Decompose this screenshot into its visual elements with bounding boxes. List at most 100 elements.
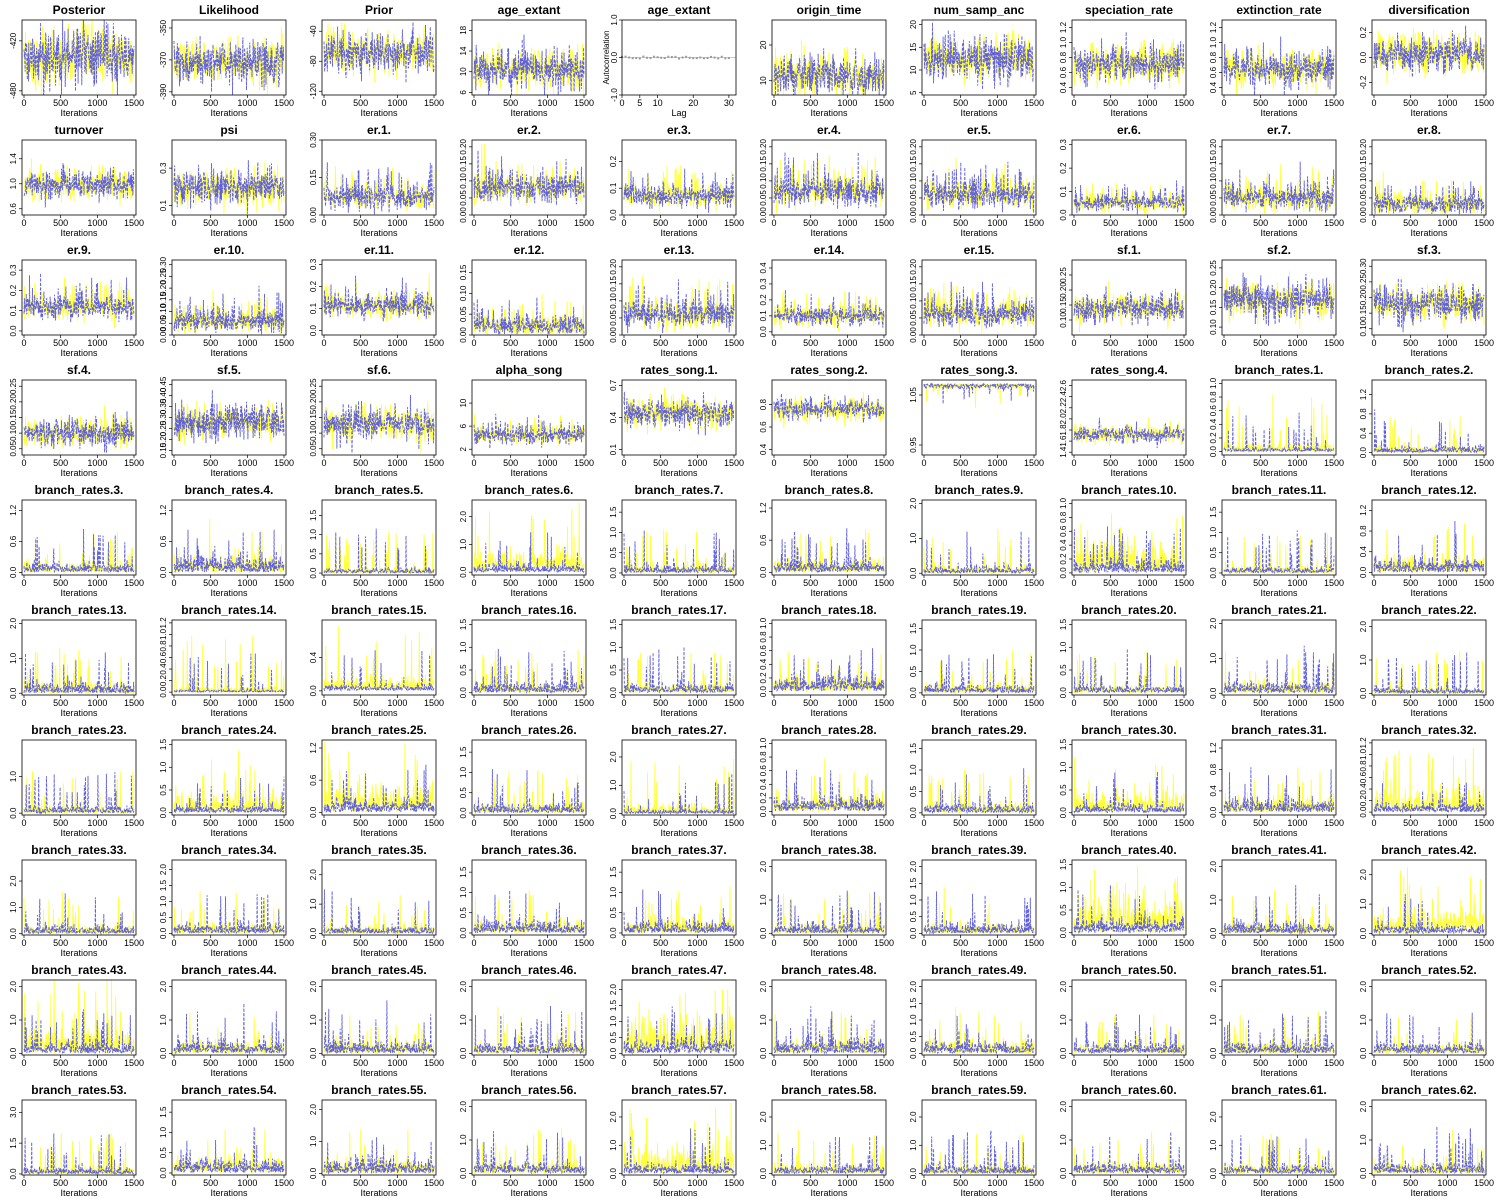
x-tick-label: 500 (503, 98, 518, 108)
y-tick-label: 0.0 (459, 687, 468, 699)
y-tick-label: 1.5 (159, 879, 168, 891)
chain-2-trace (623, 1006, 735, 1055)
y-tick-label: 2.0 (459, 511, 468, 523)
y-tick-label: 0.6 (1209, 405, 1218, 417)
trace-panel: er.5.0 500 1000 1500Iterations0.000.050.100… (909, 123, 1044, 238)
y-tick-label: 20 (909, 20, 918, 29)
x-tick-label: 0 (321, 218, 326, 228)
chain-1-trace (473, 294, 585, 335)
x-axis-label: Iterations (960, 708, 998, 718)
x-tick-label: 1000 (87, 1058, 107, 1068)
x-axis-label: Iterations (1410, 708, 1448, 718)
trace-panel: rates_song.3. 0 500 1000 1500 Iterations 0.95 1… (909, 363, 1044, 478)
panel-title: branch_rates.1. (1235, 363, 1324, 377)
x-tick-label: 0 (171, 338, 176, 348)
x-tick-label: 0 (619, 98, 624, 108)
plot-frame (921, 979, 1037, 1056)
y-tick-label: 0.15 (1359, 156, 1368, 172)
x-tick-label: 0 (471, 458, 476, 468)
y-tick-label: 0.6 (1359, 771, 1368, 783)
y-tick-label: 1.0 (1359, 1014, 1368, 1026)
y-tick-label: 1.2 (1209, 21, 1218, 33)
x-tick-label: 500 (203, 578, 218, 588)
trace-panel: branch_rates.10. 0 500 1000 1500 Iterations 0.… (1059, 483, 1194, 598)
y-tick-label: 0.0 (1359, 806, 1368, 818)
panel-title: rates_song.1. (640, 363, 717, 377)
plot-frame (1071, 1099, 1187, 1176)
y-tick-label: 0.15 (759, 156, 768, 172)
x-tick-label: 1000 (1137, 818, 1157, 828)
x-tick-label: 1500 (424, 338, 444, 348)
x-tick-label: 1500 (424, 818, 444, 828)
y-tick-label: 0.00 (909, 327, 918, 343)
x-tick-label: 500 (803, 698, 818, 708)
y-tick-label: -80 (309, 55, 318, 67)
trace-panel: er.14. 0 500 1000 1500 Iterations 0.0 0.1 0.2 0.3… (759, 243, 894, 358)
x-tick-label: 500 (503, 458, 518, 468)
panel-title: branch_rates.31. (1231, 723, 1326, 737)
acf-point (628, 56, 631, 59)
plot-frame (21, 139, 137, 216)
x-tick-label: 500 (353, 218, 368, 228)
x-tick-label: 0 (321, 818, 326, 828)
x-tick-label: 0 (1071, 458, 1076, 468)
y-tick-label: 0.0 (9, 325, 18, 337)
x-tick-label: 1000 (1137, 218, 1157, 228)
trace-panel: er.2.0 500 1000 1500Iterations0.000.050.100… (459, 123, 594, 238)
chain-1-trace (923, 769, 1035, 814)
y-tick-label: 0.0 (1359, 927, 1368, 939)
y-tick-label: 1.0 (459, 641, 468, 653)
panel-title: branch_rates.44. (181, 963, 276, 977)
panel-title: er.13. (664, 243, 695, 257)
chain-2-trace (1373, 782, 1485, 814)
plot-frame (321, 859, 437, 936)
y-tick-label: 0.30 (159, 256, 168, 272)
x-tick-label: 1500 (1474, 698, 1494, 708)
y-tick-label: 1.0 (909, 764, 918, 776)
x-tick-label: 500 (953, 1058, 968, 1068)
plot-frame (471, 379, 587, 456)
y-tick-label: 1.5 (1209, 506, 1218, 518)
x-tick-label: 0 (921, 338, 926, 348)
x-tick-label: 1500 (1474, 938, 1494, 948)
y-tick-label: 0.0 (759, 566, 768, 578)
panel-title: branch_rates.15. (331, 603, 426, 617)
x-axis-label: Iterations (960, 948, 998, 958)
x-tick-label: 1000 (87, 98, 107, 108)
x-tick-label: 1000 (537, 818, 557, 828)
plot-frame (1371, 379, 1487, 456)
panel-title: branch_rates.35. (331, 843, 426, 857)
x-tick-label: 0 (921, 1058, 926, 1068)
x-tick-label: 0 (921, 938, 926, 948)
x-tick-label: 1500 (874, 578, 894, 588)
plot-frame (21, 259, 137, 336)
x-tick-label: 1000 (687, 218, 707, 228)
x-tick-label: 1500 (1474, 818, 1494, 828)
x-tick-label: 1000 (687, 1058, 707, 1068)
plot-frame (771, 379, 887, 456)
plot-frame (1221, 139, 1337, 216)
chain-2-trace (473, 150, 585, 207)
chain-2-trace (1223, 885, 1335, 935)
chain-2-trace (923, 891, 1035, 935)
plot-frame (921, 1099, 1037, 1176)
chain-2-trace (173, 285, 285, 335)
chain-1-trace (323, 894, 435, 935)
y-tick-label: 1.0 (1059, 761, 1068, 773)
y-tick-label: 0.2 (9, 284, 18, 296)
chain-2-trace (473, 769, 585, 815)
plot-frame (771, 739, 887, 816)
x-tick-label: 1500 (724, 1178, 744, 1188)
chain-2-trace (323, 22, 435, 83)
y-tick-label: 1.2 (1359, 737, 1368, 749)
trace-panel: branch_rates.34. 0 500 1000 1500 Iterations 0.… (159, 843, 294, 958)
chain-2-trace (23, 1133, 135, 1175)
y-tick-label: 1.0 (1359, 654, 1368, 666)
panel-title: branch_rates.20. (1081, 603, 1176, 617)
acf-point (695, 57, 698, 60)
x-tick-label: 1000 (387, 698, 407, 708)
x-tick-label: 1500 (1474, 338, 1494, 348)
y-tick-label: 0.4 (759, 778, 768, 790)
chain-2-trace (173, 776, 285, 814)
x-tick-label: 1500 (1474, 578, 1494, 588)
